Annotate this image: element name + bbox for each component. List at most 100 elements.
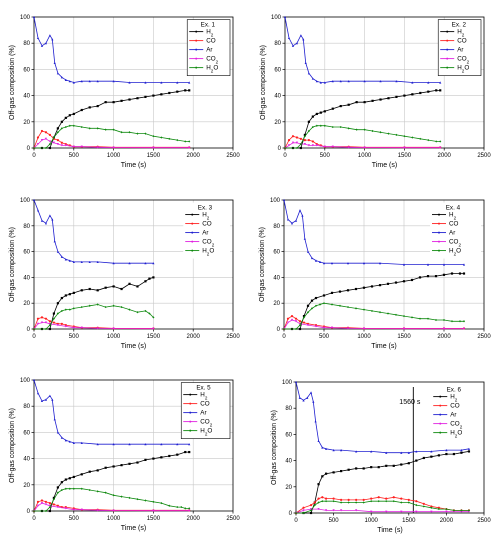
y-tick-label: 40 — [23, 457, 30, 463]
data-point — [314, 304, 318, 307]
data-point — [56, 250, 59, 253]
data-point — [148, 277, 151, 280]
data-point — [104, 491, 107, 494]
x-tick-label: 1500 — [397, 334, 411, 340]
data-point — [306, 396, 309, 399]
data-point — [44, 131, 48, 134]
legend-box — [437, 19, 482, 76]
data-point — [430, 506, 433, 509]
data-point — [128, 282, 131, 285]
data-point — [340, 469, 343, 473]
data-point — [96, 127, 99, 130]
data-point — [439, 140, 442, 143]
data-point — [36, 322, 40, 325]
data-point — [377, 466, 380, 469]
data-point — [168, 91, 171, 95]
data-point — [53, 418, 56, 421]
data-point — [160, 81, 163, 84]
legend-marker — [439, 431, 442, 434]
data-point — [402, 315, 406, 318]
data-point — [72, 307, 75, 310]
data-point — [52, 496, 55, 499]
x-tick-label: 1000 — [357, 334, 371, 340]
data-point — [422, 505, 425, 508]
data-point — [362, 501, 365, 504]
data-point — [445, 449, 448, 452]
data-point — [104, 305, 107, 309]
y-tick-label: 100 — [20, 378, 31, 384]
data-point — [144, 262, 147, 265]
data-point — [36, 500, 40, 503]
data-point — [332, 500, 335, 503]
x-tick-label: 1000 — [107, 516, 121, 522]
data-point — [32, 146, 36, 150]
data-point — [318, 303, 322, 306]
data-point — [40, 219, 44, 222]
data-point — [112, 327, 115, 330]
data-point — [295, 146, 299, 150]
data-point — [60, 436, 63, 439]
series-line-co — [295, 496, 469, 514]
legend-marker — [439, 422, 442, 425]
data-point — [309, 507, 313, 511]
data-point — [311, 144, 314, 147]
y-tick-label: 20 — [23, 483, 30, 489]
legend-marker — [191, 249, 194, 252]
series-line-h2o — [284, 302, 464, 330]
data-point — [379, 131, 382, 134]
data-point — [52, 317, 55, 320]
data-point — [104, 101, 107, 104]
data-point — [435, 140, 438, 143]
x-tick-label: 500 — [320, 153, 331, 159]
data-point — [136, 132, 139, 135]
data-point — [331, 107, 334, 110]
data-point — [355, 498, 358, 501]
data-point — [312, 400, 315, 403]
data-point — [64, 487, 67, 490]
legend-entry: H2 — [202, 212, 210, 221]
data-point — [355, 128, 358, 131]
data-point — [112, 80, 115, 83]
x-tick-label: 1500 — [147, 516, 161, 522]
data-point — [152, 94, 155, 97]
data-point — [462, 263, 466, 266]
data-point — [309, 509, 313, 512]
data-point — [442, 318, 446, 322]
data-point — [188, 140, 191, 143]
x-tick-label: 1500 — [398, 153, 412, 159]
data-point — [415, 510, 418, 513]
data-point — [418, 317, 422, 320]
data-point — [331, 80, 334, 83]
data-point — [51, 218, 54, 221]
data-point — [402, 327, 406, 330]
data-point — [439, 81, 442, 84]
data-point — [72, 326, 75, 329]
data-point — [112, 262, 115, 265]
data-point — [304, 61, 307, 64]
data-point — [176, 81, 179, 84]
data-point — [355, 101, 358, 104]
x-tick-label: 2000 — [437, 334, 451, 340]
data-point — [68, 440, 71, 443]
data-point — [40, 139, 44, 142]
x-tick-label: 0 — [32, 516, 36, 522]
data-point — [403, 146, 406, 149]
legend-marker — [189, 402, 192, 405]
data-point — [435, 89, 438, 92]
data-point — [319, 111, 322, 114]
data-point — [120, 305, 123, 309]
data-point — [291, 44, 295, 47]
data-point — [430, 510, 433, 513]
legend-entry: CO — [449, 221, 459, 228]
data-point — [51, 398, 54, 401]
data-point — [340, 449, 343, 452]
data-point — [88, 260, 91, 264]
data-point — [315, 144, 318, 147]
legend-entry: CO — [450, 403, 460, 410]
data-point — [347, 468, 350, 471]
data-point — [112, 509, 115, 512]
data-point — [340, 509, 343, 512]
